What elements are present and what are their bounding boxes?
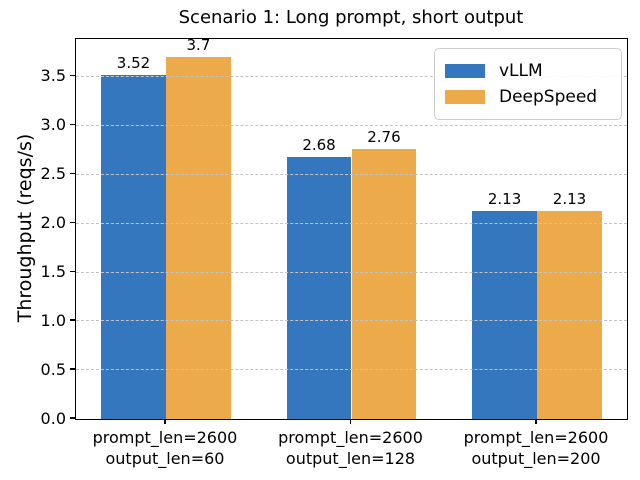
bar-vllm-2 (472, 210, 537, 419)
chart-title: Scenario 1: Long prompt, short output (178, 7, 524, 28)
x-tick-mark (349, 419, 352, 424)
x-tick-label: prompt_len=2600 output_len=200 (463, 428, 609, 468)
gridline (76, 173, 627, 175)
plot-area: 3.52 3.7 2.68 2.76 2.13 2.13 (75, 36, 628, 420)
x-tick-label: prompt_len=2600 output_len=60 (92, 428, 238, 468)
y-tick-label: 3.5 (40, 66, 66, 86)
bar-value-label: 2.76 (367, 128, 401, 147)
y-tick-label: 0.5 (40, 359, 66, 379)
y-tick-label: 2.0 (40, 212, 66, 232)
y-tick-mark (70, 270, 75, 272)
bar-deepspeed-2 (537, 210, 602, 419)
gridline (76, 320, 627, 322)
bars-container (76, 39, 627, 419)
x-tick-mark (164, 419, 166, 424)
y-tick-mark (70, 172, 75, 175)
gridline (76, 271, 627, 273)
legend-swatch-deepspeed (445, 90, 485, 104)
y-tick-mark (70, 417, 75, 419)
bar-deepspeed-1 (351, 149, 417, 419)
gridlines-container (76, 39, 627, 419)
legend-item-deepspeed: DeepSpeed (445, 85, 611, 109)
bar-vllm-0 (101, 74, 166, 419)
gridline (76, 369, 627, 371)
y-tick-mark (70, 368, 75, 370)
y-tick-mark (70, 123, 75, 126)
bar-value-label: 3.7 (186, 36, 211, 55)
x-tick-label: prompt_len=2600 output_len=128 (278, 428, 423, 468)
x-tick-mark (535, 419, 537, 424)
legend-label: vLLM (499, 61, 543, 81)
bar-value-label: 3.52 (116, 53, 151, 72)
gridline (76, 222, 627, 224)
bar-labels-container: 3.52 3.7 2.68 2.76 2.13 2.13 (76, 36, 627, 419)
legend-item-vllm: vLLM (445, 59, 611, 83)
legend-label: DeepSpeed (499, 87, 598, 107)
y-tick-label: 2.5 (40, 163, 66, 183)
bar-value-label: 2.13 (487, 189, 522, 208)
bar-deepspeed-0 (165, 57, 231, 419)
bar-value-label: 2.68 (302, 135, 336, 154)
bar-vllm-1 (286, 156, 352, 419)
gridline (76, 75, 627, 77)
y-tick-mark (70, 319, 75, 321)
legend: vLLM DeepSpeed (434, 48, 622, 120)
legend-swatch-vllm (445, 64, 485, 78)
y-tick-label: 0.0 (40, 408, 66, 428)
y-tick-label: 1.5 (40, 261, 66, 281)
bar-value-label: 2.13 (552, 189, 587, 208)
y-tick-label: 3.0 (40, 115, 66, 135)
y-tick-mark (70, 74, 75, 77)
gridline (76, 124, 627, 126)
y-tick-label: 1.0 (40, 310, 66, 330)
y-tick-mark (70, 221, 75, 224)
